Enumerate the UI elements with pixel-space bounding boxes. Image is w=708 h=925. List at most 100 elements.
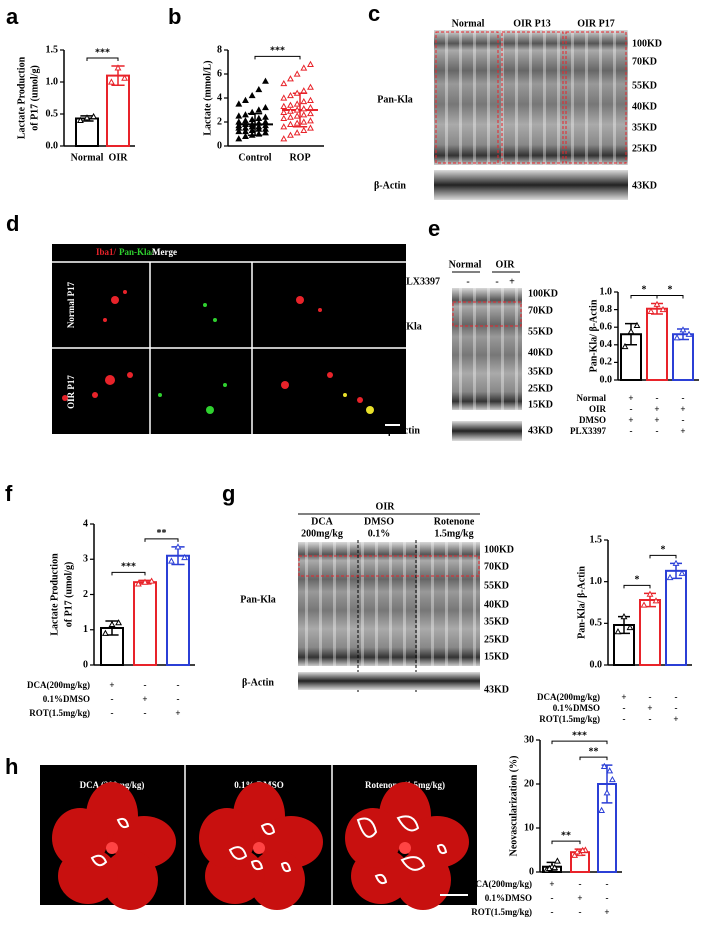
blot-lanes — [298, 542, 480, 666]
data-point — [579, 846, 587, 854]
data-point — [659, 305, 667, 313]
signal — [62, 290, 363, 403]
condition-sign: + — [628, 393, 633, 403]
blot — [298, 672, 480, 690]
data-point — [627, 327, 635, 335]
marker: 25KD — [632, 143, 657, 154]
panel-letter: c — [368, 1, 380, 26]
marker: 100KD — [632, 38, 662, 49]
bar — [166, 554, 190, 666]
data-point — [280, 79, 288, 87]
condition-label: DCA(200mg/kg) — [537, 692, 600, 702]
group-label: OIR P17 — [577, 18, 615, 29]
condition-sign: - — [675, 692, 678, 702]
significance-bracket — [86, 57, 119, 61]
group-box — [435, 31, 499, 164]
condition-sign: + — [654, 415, 659, 425]
condition-label: PLX3397 — [570, 426, 607, 436]
data-point — [255, 119, 263, 126]
data-point — [262, 129, 269, 136]
data-point — [107, 78, 115, 85]
data-point — [307, 96, 314, 103]
x-tick-label: Control — [238, 152, 271, 163]
data-point — [300, 118, 308, 125]
data-point — [262, 103, 269, 111]
data-point — [652, 597, 660, 604]
condition-sign: - — [144, 708, 147, 718]
data-point — [633, 321, 641, 329]
condition-sign: - — [649, 714, 652, 724]
y-tick-label: 2 — [83, 589, 88, 600]
data-point — [134, 580, 142, 587]
data-point — [300, 111, 308, 118]
condition-sign: - — [551, 907, 554, 917]
condition-sign: + — [628, 415, 633, 425]
blot-label: Pan-Kla — [377, 94, 413, 105]
y-tick-label: 0.5 — [46, 108, 59, 119]
data-point — [553, 857, 561, 864]
data-point — [101, 629, 109, 636]
data-point — [76, 116, 84, 123]
data-point — [242, 132, 249, 139]
significance-label: *** — [270, 46, 285, 57]
panel-d: d Iba1/ Pan-Kla/ Merge Normal P17 OIR P1… — [6, 211, 406, 434]
marker: 55KD — [632, 80, 657, 91]
significance-bracket — [551, 840, 581, 845]
bar — [672, 333, 694, 381]
image-divider — [184, 765, 333, 905]
condition-sign: - — [623, 703, 626, 713]
row-label: OIR P17 — [66, 375, 76, 409]
data-point — [287, 91, 294, 99]
data-point — [167, 557, 175, 564]
group-box — [565, 31, 627, 164]
significance-label: * — [635, 575, 640, 586]
data-point — [248, 91, 256, 99]
data-point — [280, 114, 288, 121]
marker: 43KD — [632, 180, 657, 191]
y-tick-label: 0.2 — [600, 357, 613, 368]
data-point — [114, 64, 122, 71]
panel-g-blot: OIR DCA 200mg/kg DMSO 0.1% Rotenone 1.5m… — [240, 501, 514, 695]
significance-bracket — [254, 55, 301, 60]
blot-label: β-Actin — [374, 180, 406, 191]
condition-label: ROT(1.5mg/kg) — [471, 907, 532, 917]
x-tick-label: Normal — [71, 152, 104, 163]
bar — [106, 74, 130, 147]
data-point — [280, 108, 288, 115]
blot — [452, 421, 522, 441]
marker: 70KD — [528, 305, 553, 316]
data-point — [300, 126, 308, 133]
y-tick-label: 4 — [83, 518, 88, 529]
error-bar — [625, 322, 637, 346]
significance-label: *** — [121, 562, 136, 573]
significance-label: ** — [157, 528, 167, 539]
data-point — [280, 123, 288, 130]
data-point — [287, 107, 294, 114]
condition-label: ROT(1.5mg/kg) — [29, 708, 90, 718]
condition-sign: - — [606, 893, 609, 903]
condition-sign: + — [577, 893, 582, 903]
y-tick-label: 2 — [217, 116, 222, 127]
data-point — [248, 126, 256, 133]
significance-bracket — [656, 294, 684, 299]
condition-sign: - — [606, 879, 609, 889]
condition-sign: - — [579, 879, 582, 889]
y-tick-label: 30 — [524, 734, 534, 745]
data-point — [293, 89, 301, 96]
data-point — [679, 326, 687, 333]
y-tick-label: 0.5 — [590, 618, 603, 629]
condition-label: OIR — [589, 404, 607, 414]
data-point — [307, 117, 314, 124]
sign: - — [495, 276, 498, 287]
y-axis-label: Lactate Production — [16, 56, 27, 139]
marker: 55KD — [484, 580, 509, 591]
y-tick-label: 1 — [83, 624, 88, 635]
panel-h-images: DCA (200mg/kg) 0.1% DMSO Rotenone (1.5mg… — [40, 765, 477, 910]
y-axis-label: Pan-Kla/ β-Actin — [576, 566, 587, 639]
marker: 35KD — [484, 616, 509, 627]
data-point — [248, 120, 256, 127]
y-tick-label: 3 — [83, 554, 88, 565]
condition-label: DCA(200mg/kg) — [469, 879, 532, 889]
condition-sign: + — [142, 694, 147, 704]
data-point — [248, 115, 256, 123]
